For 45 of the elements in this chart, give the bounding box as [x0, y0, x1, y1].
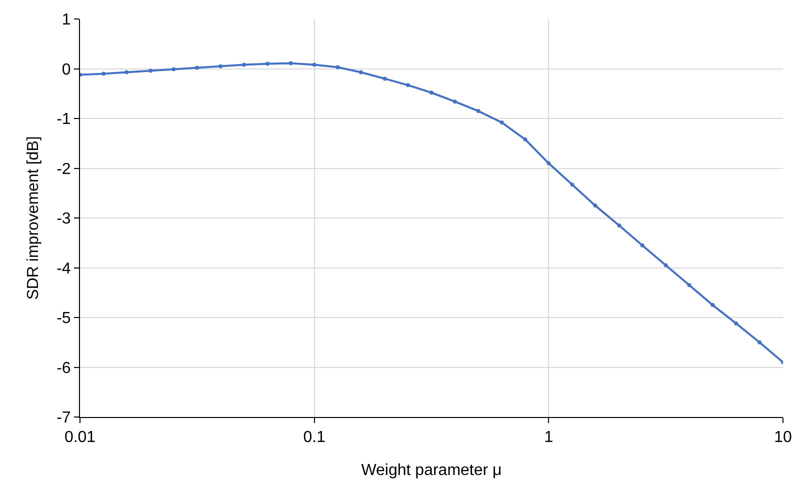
y-tick-label: 0: [62, 61, 71, 78]
point: [218, 64, 223, 68]
point: [687, 283, 692, 288]
point: [593, 204, 598, 208]
point: [546, 161, 551, 166]
y-tick-label: -6: [56, 360, 71, 377]
point: [265, 62, 270, 66]
point: [710, 303, 715, 308]
point: [640, 243, 644, 248]
point: [195, 66, 200, 70]
y-tick-label: -3: [56, 210, 71, 228]
y-tick-label: -7: [56, 410, 71, 427]
y-tick-label: -2: [56, 160, 71, 178]
point: [476, 109, 480, 114]
line-series: [80, 61, 783, 364]
point: [102, 72, 106, 76]
point: [406, 83, 410, 88]
point: [242, 62, 246, 67]
point: [570, 182, 574, 187]
point: [382, 76, 387, 81]
point: [172, 67, 176, 72]
point: [288, 61, 293, 66]
x-tick-label: 0.1: [303, 429, 326, 446]
point: [500, 120, 504, 124]
point: [312, 62, 316, 67]
x-tick-label: 0.01: [64, 429, 96, 446]
x-tick-label: 1: [544, 429, 554, 446]
y-axis-title: SDR improvement [dB]: [25, 136, 42, 300]
point: [358, 70, 363, 74]
point: [617, 223, 622, 228]
point: [734, 321, 738, 326]
point: [429, 90, 434, 95]
point: [336, 65, 340, 70]
point: [452, 100, 457, 104]
point: [664, 263, 668, 268]
y-tick-label: 1: [62, 12, 71, 29]
x-tick-label: 10: [774, 429, 792, 446]
y-tick-label: -1: [56, 111, 71, 128]
x-axis-title: Weight parameter μ: [361, 462, 502, 479]
y-tick-label: -5: [56, 310, 71, 328]
point: [124, 70, 129, 74]
point: [523, 137, 528, 142]
point: [148, 68, 153, 73]
point: [758, 340, 762, 344]
y-tick-label: -4: [56, 260, 71, 278]
